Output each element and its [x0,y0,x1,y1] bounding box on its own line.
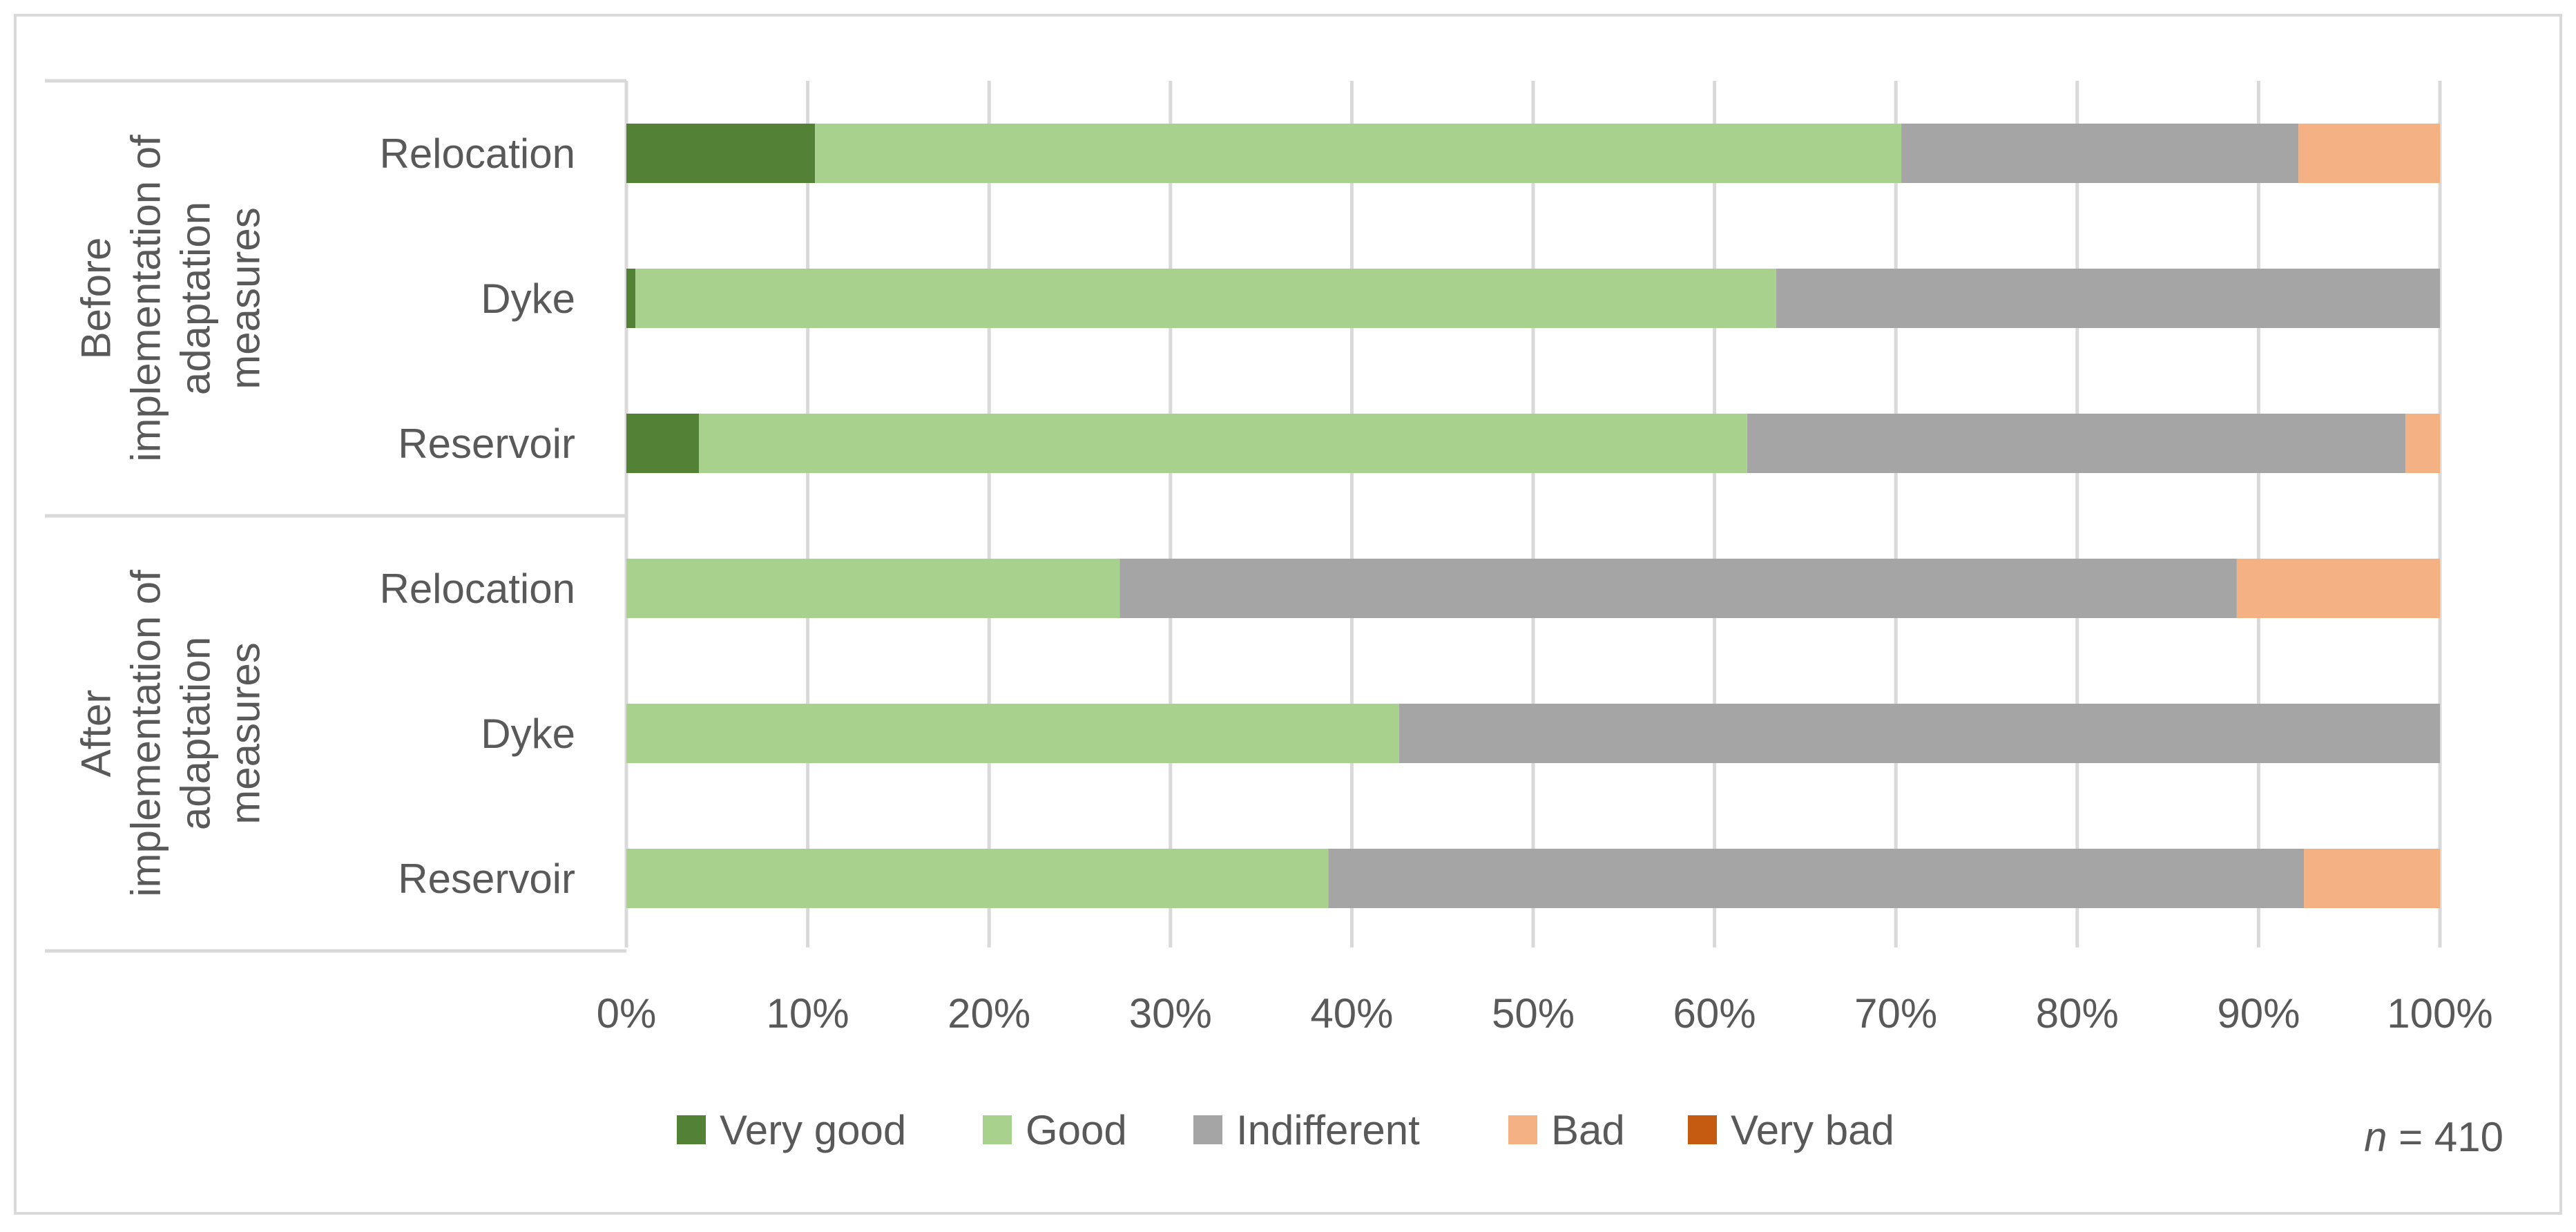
bar-segment [635,269,1776,328]
x-tick-label: 40% [1310,990,1393,1037]
x-tick-label: 20% [948,990,1030,1037]
gridlines [806,81,2442,947]
category-label: Relocation [379,131,575,177]
group-label: Afterimplementation ofadaptationmeasures [73,570,269,897]
legend-swatch [1508,1115,1537,1144]
legend-label: Very good [720,1107,906,1153]
category-labels: Relocation Dyke Reservoir Relocation Dyke Res… [379,131,575,902]
category-label: Reservoir [398,421,575,467]
group-label-line: measures [222,207,269,389]
bar-segment [2405,414,2440,473]
bar-segment [626,414,700,473]
bar-segment [626,559,1120,618]
category-label: Reservoir [398,856,575,902]
bar-segment [1398,704,2440,763]
x-tick-label: 100% [2387,990,2492,1037]
group-label-line: implementation of [123,135,169,462]
bar-segment [1119,559,2237,618]
group-label-line: adaptation [173,637,219,830]
bar-segment [815,124,1902,183]
bar-segment [626,269,636,328]
x-tick-label: 50% [1492,990,1575,1037]
bar-segment [1747,414,2406,473]
x-axis-ticks: 0% 10% 20% 30% 40% 50% 60% 70% 80% 90% 100% [597,990,2493,1037]
legend-label: Good [1026,1107,1127,1153]
x-tick-label: 30% [1129,990,1212,1037]
bar-segment [1328,849,2305,908]
group-labels: Beforeimplementation ofadaptationmeasure… [73,135,269,897]
group-label-line: adaptation [173,202,219,395]
bars [626,124,2440,908]
bar-segment [2304,849,2440,908]
legend-label: Very bad [1731,1107,1894,1153]
legend: Very good Good Indifferent Bad Very bad [677,1107,1894,1153]
bar-segment [1901,124,2299,183]
x-tick-label: 0% [597,990,657,1037]
group-label-line: Before [73,238,119,360]
legend-swatch [1193,1115,1222,1144]
legend-label: Bad [1551,1107,1625,1153]
bar-segment [699,414,1747,473]
x-tick-label: 10% [767,990,849,1037]
legend-swatch [677,1115,706,1144]
bar-segment [626,849,1329,908]
bar-segment [1776,269,2440,328]
legend-label: Indifferent [1236,1107,1420,1153]
x-tick-label: 70% [1854,990,1937,1037]
sample-size-symbol: n [2364,1114,2387,1160]
legend-swatch [1688,1115,1717,1144]
sample-size-value: = 410 [2387,1114,2504,1160]
x-tick-label: 60% [1673,990,1756,1037]
bar-segment [2298,124,2440,183]
legend-swatch [983,1115,1012,1144]
group-label-line: implementation of [123,570,169,897]
x-tick-label: 90% [2217,990,2300,1037]
sample-size-annotation: n = 410 [2364,1114,2503,1160]
category-label: Dyke [481,276,575,322]
x-tick-label: 80% [2036,990,2119,1037]
bar-segment [626,124,816,183]
category-label: Dyke [481,711,575,757]
group-label-line: measures [222,642,269,824]
category-label: Relocation [379,566,575,612]
group-label: Beforeimplementation ofadaptationmeasure… [73,135,269,462]
category-table-lines [45,79,628,953]
group-label-line: After [73,690,119,778]
bar-segment [626,704,1399,763]
bar-segment [2236,559,2440,618]
